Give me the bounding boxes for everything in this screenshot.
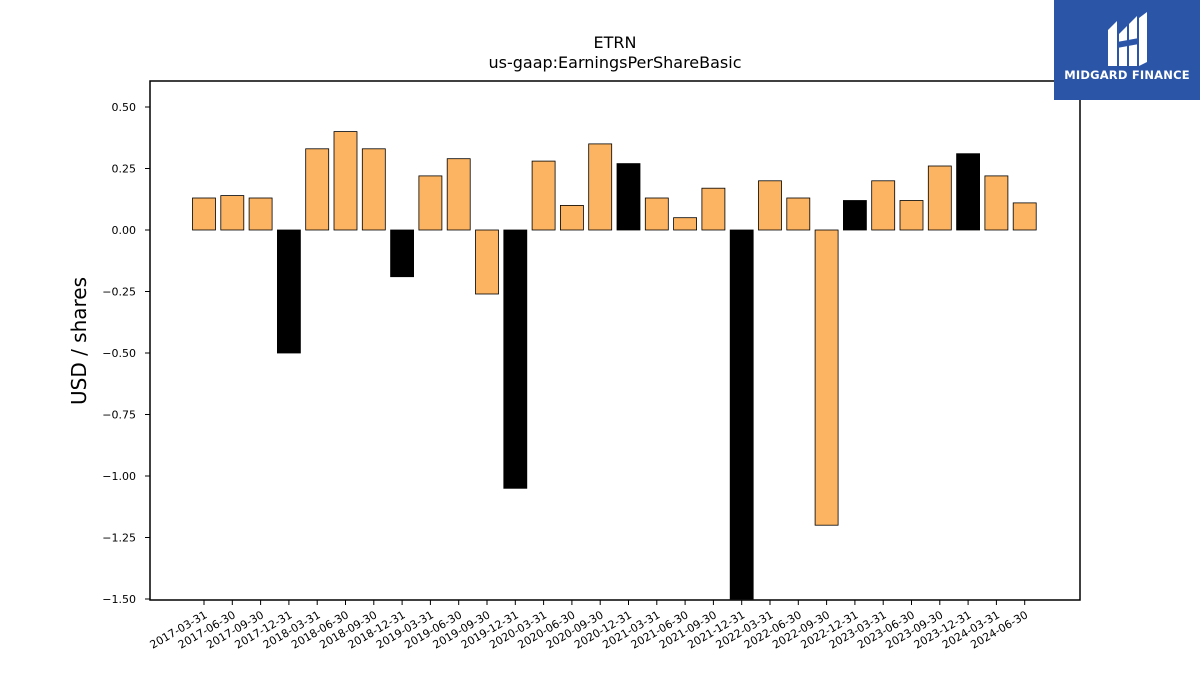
- y-axis-label: USD / shares: [67, 277, 91, 405]
- bar-2018-12-31: [390, 229, 415, 278]
- bar-2021-09-30: [701, 187, 726, 231]
- logo-text: MIDGARD FINANCE: [1064, 68, 1190, 82]
- bar-2019-03-31: [418, 175, 443, 231]
- bar-2022-09-30: [814, 229, 839, 526]
- y-tick-label: −1.50: [102, 593, 136, 606]
- bar-2024-06-30: [1012, 202, 1037, 231]
- bar-2020-03-31: [531, 160, 556, 231]
- y-tick-label: −0.75: [102, 409, 136, 422]
- midgard-logo-icon: [1108, 12, 1147, 66]
- bar-2017-06-30: [220, 195, 245, 231]
- bar-2017-12-31: [276, 229, 301, 354]
- plot-frame: [149, 80, 1081, 601]
- y-tick-label: −0.50: [102, 347, 136, 360]
- bar-2017-03-31: [192, 197, 216, 231]
- bar-2022-12-31: [843, 200, 867, 231]
- bar-2021-03-31: [644, 197, 669, 231]
- bar-2018-09-30: [361, 148, 386, 231]
- bar-2017-09-30: [248, 197, 273, 231]
- bar-2022-06-30: [786, 197, 811, 231]
- bar-2020-12-31: [616, 163, 641, 231]
- bar-2021-06-30: [673, 217, 697, 231]
- bar-2019-12-31: [503, 229, 528, 489]
- y-tick-label: 0.00: [112, 224, 137, 237]
- bar-2023-09-30: [927, 165, 952, 231]
- bar-2023-06-30: [899, 200, 924, 231]
- bar-2020-06-30: [560, 204, 584, 231]
- bar-2020-09-30: [588, 143, 613, 231]
- bar-2018-03-31: [305, 148, 330, 231]
- bar-2023-12-31: [956, 153, 980, 231]
- bar-2022-03-31: [758, 180, 782, 231]
- x-ticks-group: 2017-03-312017-06-302017-09-302017-12-31…: [148, 600, 1030, 652]
- chart-subtitle: us-gaap:EarningsPerShareBasic: [488, 53, 741, 72]
- bar-2021-12-31: [729, 229, 754, 600]
- bar-2024-03-31: [984, 175, 1009, 231]
- y-tick-label: −1.25: [102, 532, 136, 545]
- y-ticks-group: 0.50 0.25 0.00 −0.25 −0.50 −0.75 −1.00 −1.25 −1.…: [102, 101, 150, 606]
- bar-2019-06-30: [446, 158, 471, 231]
- bar-2019-09-30: [475, 229, 499, 295]
- brand-logo: MIDGARD FINANCE: [1054, 0, 1200, 100]
- bar-2018-06-30: [333, 131, 358, 231]
- y-tick-label: 0.25: [112, 163, 137, 176]
- y-tick-label: −0.25: [102, 286, 136, 299]
- bars-group: [192, 131, 1037, 600]
- bar-2023-03-31: [871, 180, 896, 231]
- y-tick-label: −1.00: [102, 470, 136, 483]
- chart-title: ETRN: [594, 33, 637, 52]
- y-tick-label: 0.50: [112, 101, 137, 114]
